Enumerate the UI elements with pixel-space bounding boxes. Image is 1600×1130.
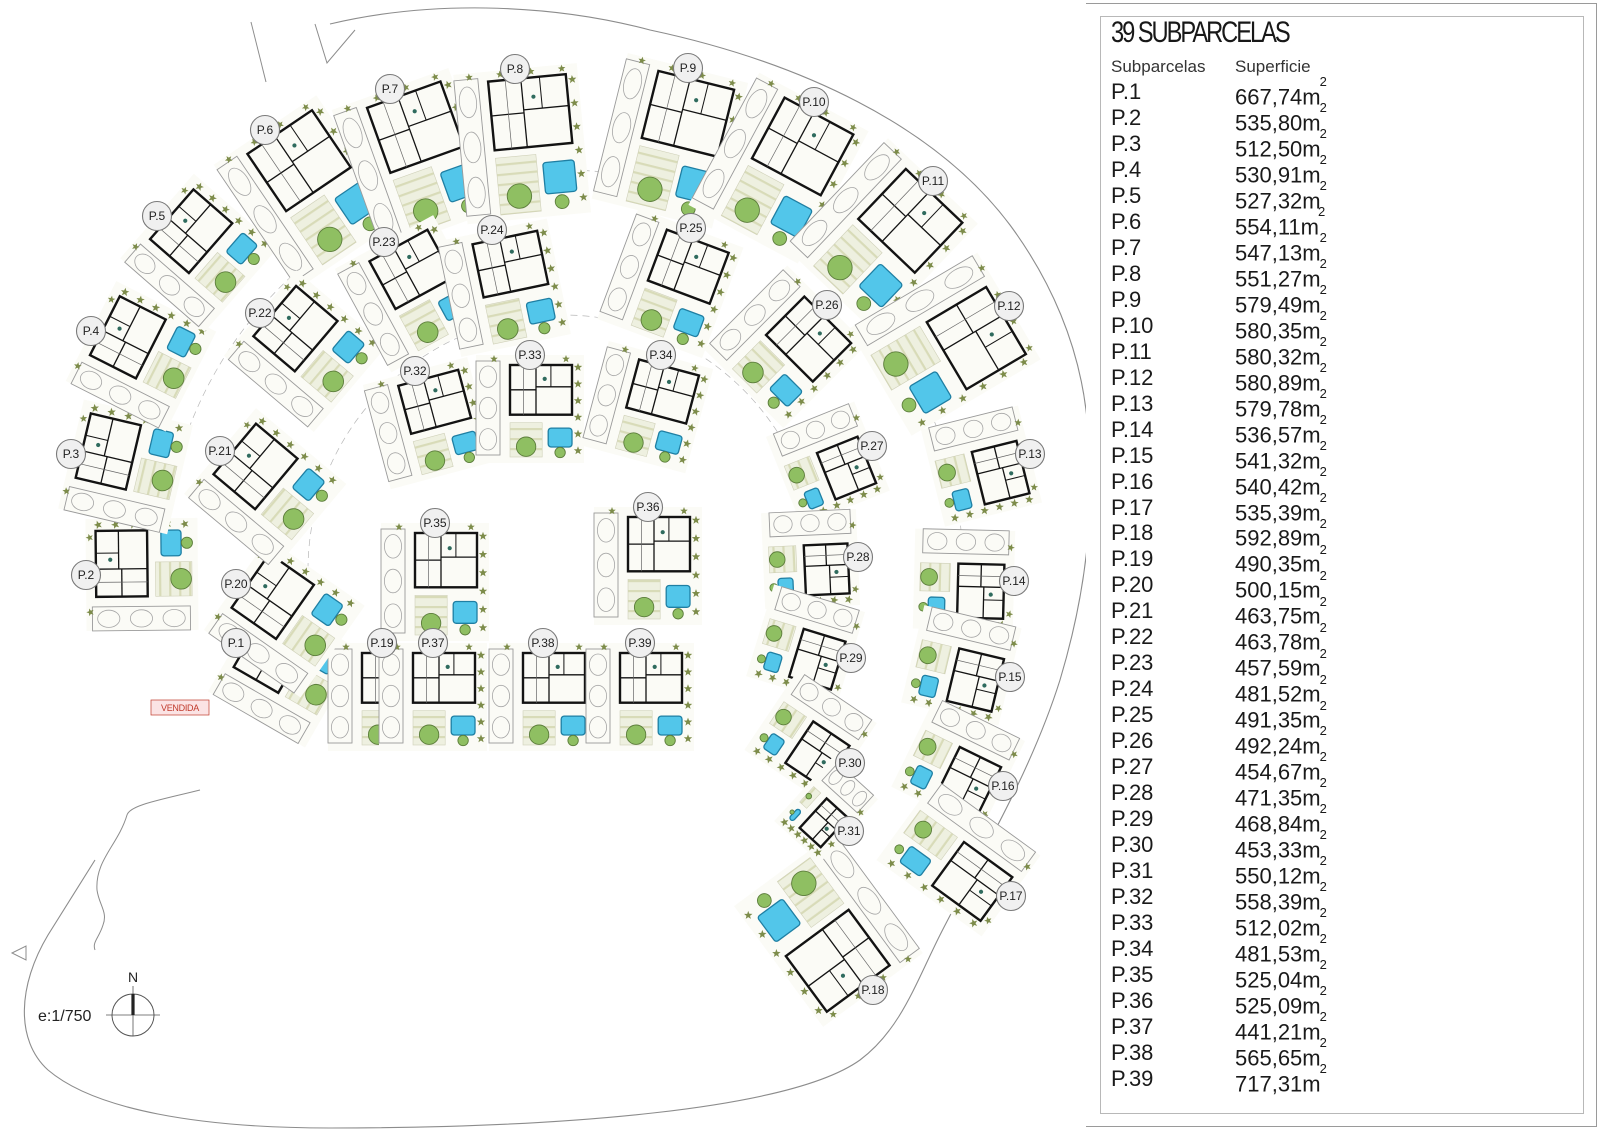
svg-text:P.31: P.31 <box>837 824 860 838</box>
svg-text:P.15: P.15 <box>998 670 1021 684</box>
svg-text:P.12: P.12 <box>997 299 1020 313</box>
svg-text:P.28: P.28 <box>846 550 869 564</box>
svg-text:P.38: P.38 <box>531 636 554 650</box>
svg-text:P.27: P.27 <box>860 439 883 453</box>
svg-text:P.5: P.5 <box>149 209 166 223</box>
svg-text:VENDIDA: VENDIDA <box>161 703 199 713</box>
svg-text:e:1/750: e:1/750 <box>38 1008 91 1025</box>
svg-text:P.21: P.21 <box>208 444 231 458</box>
svg-text:P.30: P.30 <box>838 756 861 770</box>
svg-text:P.4: P.4 <box>83 324 100 338</box>
svg-text:P.25: P.25 <box>679 221 702 235</box>
svg-text:P.16: P.16 <box>991 779 1014 793</box>
svg-text:N: N <box>128 969 138 985</box>
svg-text:P.29: P.29 <box>839 651 862 665</box>
svg-text:P.24: P.24 <box>480 223 503 237</box>
svg-text:P.23: P.23 <box>372 235 395 249</box>
svg-text:P.33: P.33 <box>518 348 541 362</box>
svg-text:P.26: P.26 <box>815 298 838 312</box>
svg-text:P.10: P.10 <box>802 95 825 109</box>
svg-text:P.36: P.36 <box>636 500 659 514</box>
svg-text:P.6: P.6 <box>257 123 274 137</box>
svg-text:P.18: P.18 <box>861 983 884 997</box>
svg-text:P.35: P.35 <box>423 516 446 530</box>
svg-text:P.19: P.19 <box>370 636 393 650</box>
svg-text:P.3: P.3 <box>63 447 80 461</box>
svg-text:P.39: P.39 <box>628 636 651 650</box>
svg-text:P.14: P.14 <box>1002 574 1025 588</box>
svg-text:P.22: P.22 <box>248 306 271 320</box>
svg-text:P.8: P.8 <box>507 62 524 76</box>
svg-text:P.9: P.9 <box>680 61 697 75</box>
svg-text:P.17: P.17 <box>999 889 1022 903</box>
svg-text:P.37: P.37 <box>421 636 444 650</box>
svg-text:P.20: P.20 <box>224 577 247 591</box>
svg-text:P.2: P.2 <box>78 568 95 582</box>
svg-text:P.34: P.34 <box>649 348 672 362</box>
svg-text:P.7: P.7 <box>382 82 399 96</box>
svg-text:P.13: P.13 <box>1018 447 1041 461</box>
svg-text:P.11: P.11 <box>922 174 945 188</box>
svg-text:P.32: P.32 <box>403 364 426 378</box>
svg-text:P.1: P.1 <box>228 636 245 650</box>
